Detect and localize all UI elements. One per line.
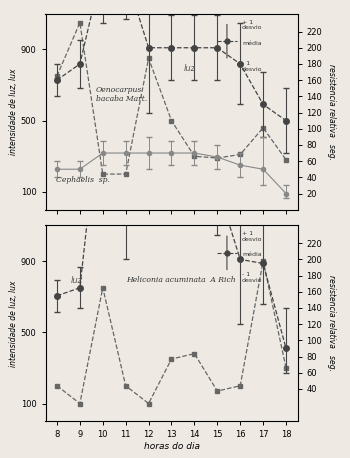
Text: média: média xyxy=(242,252,262,257)
Y-axis label: intensidade de luz, lux: intensidade de luz, lux xyxy=(9,69,18,155)
Text: luz: luz xyxy=(184,64,196,73)
Y-axis label: resistencia relativa   seg.: resistencia relativa seg. xyxy=(327,64,336,160)
Text: Cephaelis  sp.: Cephaelis sp. xyxy=(56,176,110,185)
Y-axis label: intensidade de luz, lux: intensidade de luz, lux xyxy=(9,280,18,366)
Text: + 1
desvio: + 1 desvio xyxy=(242,231,262,242)
Text: Heliconia acuminata  A Rich: Heliconia acuminata A Rich xyxy=(126,276,236,284)
Text: média: média xyxy=(242,41,262,46)
Text: - 1
desvio: - 1 desvio xyxy=(242,273,262,283)
Text: + 1
desvio: + 1 desvio xyxy=(242,20,262,30)
Text: Oenocarpus
bacaba Mart.: Oenocarpus bacaba Mart. xyxy=(96,86,147,104)
Y-axis label: resistencia relativa   seg.: resistencia relativa seg. xyxy=(327,275,336,371)
X-axis label: horas do dia: horas do dia xyxy=(144,442,200,451)
Text: - 1
desvio: - 1 desvio xyxy=(242,61,262,71)
Text: luz: luz xyxy=(71,276,83,285)
